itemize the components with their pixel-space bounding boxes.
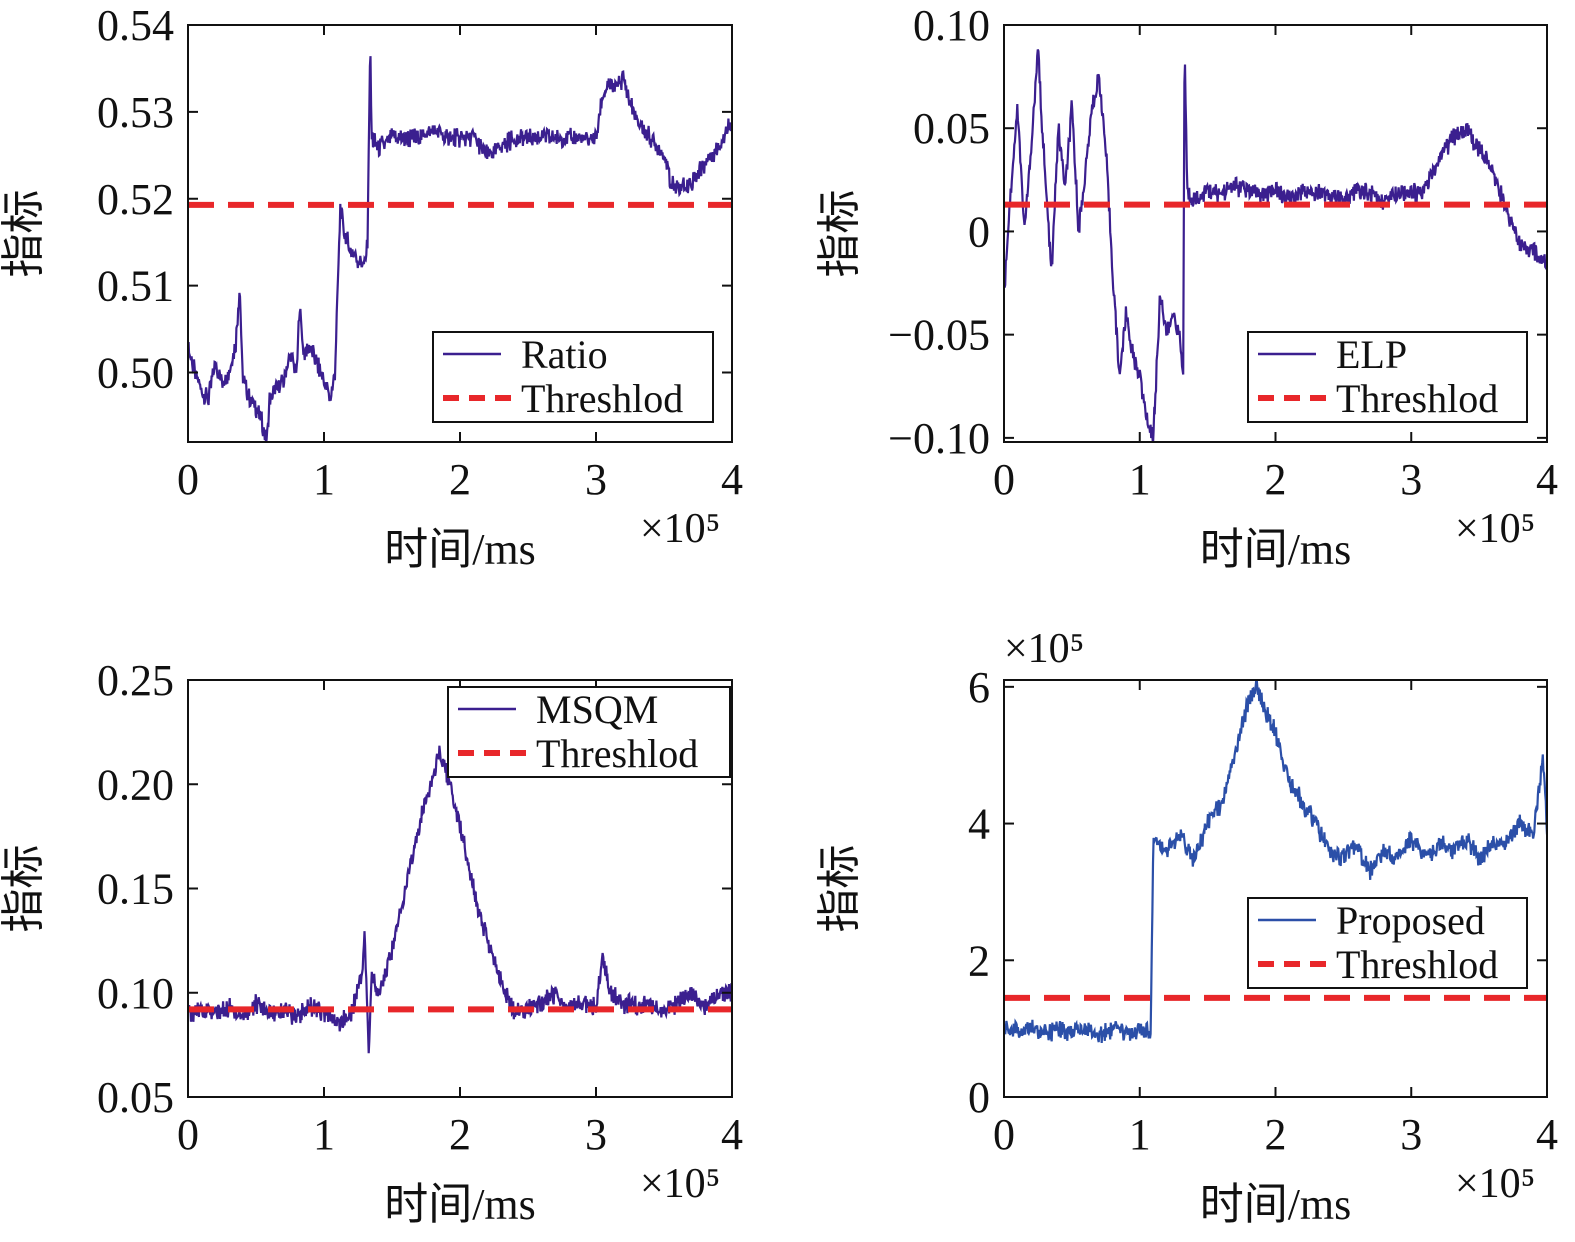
y-axis-label: 指标 xyxy=(0,190,48,278)
chart-1: 0 1 2 3 4 0.50 0.51 0.52 0.53 0.54 ×10⁵ 时间/ms 指标 Rati… xyxy=(0,1,743,574)
x-tick-label: 0 xyxy=(177,1110,199,1159)
x-tick-label: 3 xyxy=(585,455,607,504)
x-tick-label: 4 xyxy=(1536,455,1558,504)
x-tick-label: 2 xyxy=(449,1110,471,1159)
legend-label-threshlod: Threshlod xyxy=(1336,376,1498,421)
x-tick-label: 4 xyxy=(721,1110,743,1159)
legend-label-threshlod: Threshlod xyxy=(536,731,698,776)
legend-box xyxy=(432,331,714,423)
x-tick-label: 0 xyxy=(177,455,199,504)
legend-box xyxy=(1247,897,1528,989)
x-scale-label: ×10⁵ xyxy=(640,1161,720,1207)
legend-box xyxy=(447,686,731,778)
x-axis-label: 时间/ms xyxy=(384,525,536,574)
x-tick-label: 1 xyxy=(1129,1110,1151,1159)
x-scale-label: ×10⁵ xyxy=(1455,1161,1535,1207)
series-line-proposed xyxy=(1004,680,1547,1043)
y-axis-label: 指标 xyxy=(0,845,48,933)
chart-4: 0 1 2 3 4 0 2 4 6 ×10⁵ ×10⁵ 时间/ms 指标 ProposedThreshlo… xyxy=(815,626,1558,1229)
y-tick-label: 0.10 xyxy=(913,1,990,50)
y-axis-label: 指标 xyxy=(815,845,864,933)
x-scale-label: ×10⁵ xyxy=(1455,506,1535,552)
chart-2: 0 1 2 3 4 −0.10 −0.05 0 0.05 0.10 ×10⁵ 时间/ms 指标 ELPTh… xyxy=(815,1,1558,574)
x-tick-label: 0 xyxy=(993,1110,1015,1159)
y-tick-label: 2 xyxy=(968,936,990,985)
y-tick-label: 0.05 xyxy=(97,1073,174,1122)
y-tick-label: 0.51 xyxy=(97,262,174,311)
y-tick-label: −0.10 xyxy=(888,414,990,463)
y-tick-label: 0 xyxy=(968,207,990,256)
x-tick-label: 3 xyxy=(1400,455,1422,504)
x-tick-label: 2 xyxy=(449,455,471,504)
x-tick-label: 1 xyxy=(313,1110,335,1159)
legend-label-proposed: Proposed xyxy=(1336,898,1485,943)
x-tick-label: 2 xyxy=(1265,1110,1287,1159)
y-tick-label: 6 xyxy=(968,663,990,712)
y-tick-label: −0.05 xyxy=(888,311,990,360)
x-tick-label: 4 xyxy=(721,455,743,504)
chart-3: 0 1 2 3 4 0.05 0.10 0.15 0.20 0.25 ×10⁵ 时间/ms 指标 MSQM… xyxy=(0,656,743,1229)
x-tick-label: 4 xyxy=(1536,1110,1558,1159)
x-tick-label: 0 xyxy=(993,455,1015,504)
y-tick-label: 0.25 xyxy=(97,656,174,705)
x-axis-label: 时间/ms xyxy=(384,1180,536,1229)
x-tick-label: 3 xyxy=(1400,1110,1422,1159)
legend-box xyxy=(1247,331,1528,423)
x-tick-label: 1 xyxy=(313,455,335,504)
legend-label-threshlod: Threshlod xyxy=(1336,942,1498,987)
x-tick-label: 3 xyxy=(585,1110,607,1159)
y-scale-label: ×10⁵ xyxy=(1004,626,1084,672)
y-axis-label: 指标 xyxy=(815,190,864,278)
y-tick-label: 0.10 xyxy=(97,969,174,1018)
legend-label-threshlod: Threshlod xyxy=(521,376,683,421)
y-tick-label: 4 xyxy=(968,800,990,849)
y-tick-label: 0.53 xyxy=(97,88,174,137)
y-tick-label: 0.05 xyxy=(913,104,990,153)
y-tick-label: 0 xyxy=(968,1073,990,1122)
x-scale-label: ×10⁵ xyxy=(640,506,720,552)
series-line-msqm xyxy=(188,745,732,1054)
series-line-elp xyxy=(1004,49,1547,442)
y-tick-label: 0.15 xyxy=(97,865,174,914)
x-axis-label: 时间/ms xyxy=(1200,1180,1352,1229)
y-tick-label: 0.54 xyxy=(97,1,174,50)
x-tick-label: 1 xyxy=(1129,455,1151,504)
legend-label-elp: ELP xyxy=(1336,332,1407,377)
x-axis-label: 时间/ms xyxy=(1200,525,1352,574)
x-tick-label: 2 xyxy=(1265,455,1287,504)
legend-label-ratio: Ratio xyxy=(521,332,608,377)
legend-label-msqm: MSQM xyxy=(536,687,658,732)
y-tick-label: 0.20 xyxy=(97,760,174,809)
y-tick-label: 0.52 xyxy=(97,175,174,224)
y-tick-label: 0.50 xyxy=(97,349,174,398)
series-line-ratio xyxy=(188,56,732,442)
